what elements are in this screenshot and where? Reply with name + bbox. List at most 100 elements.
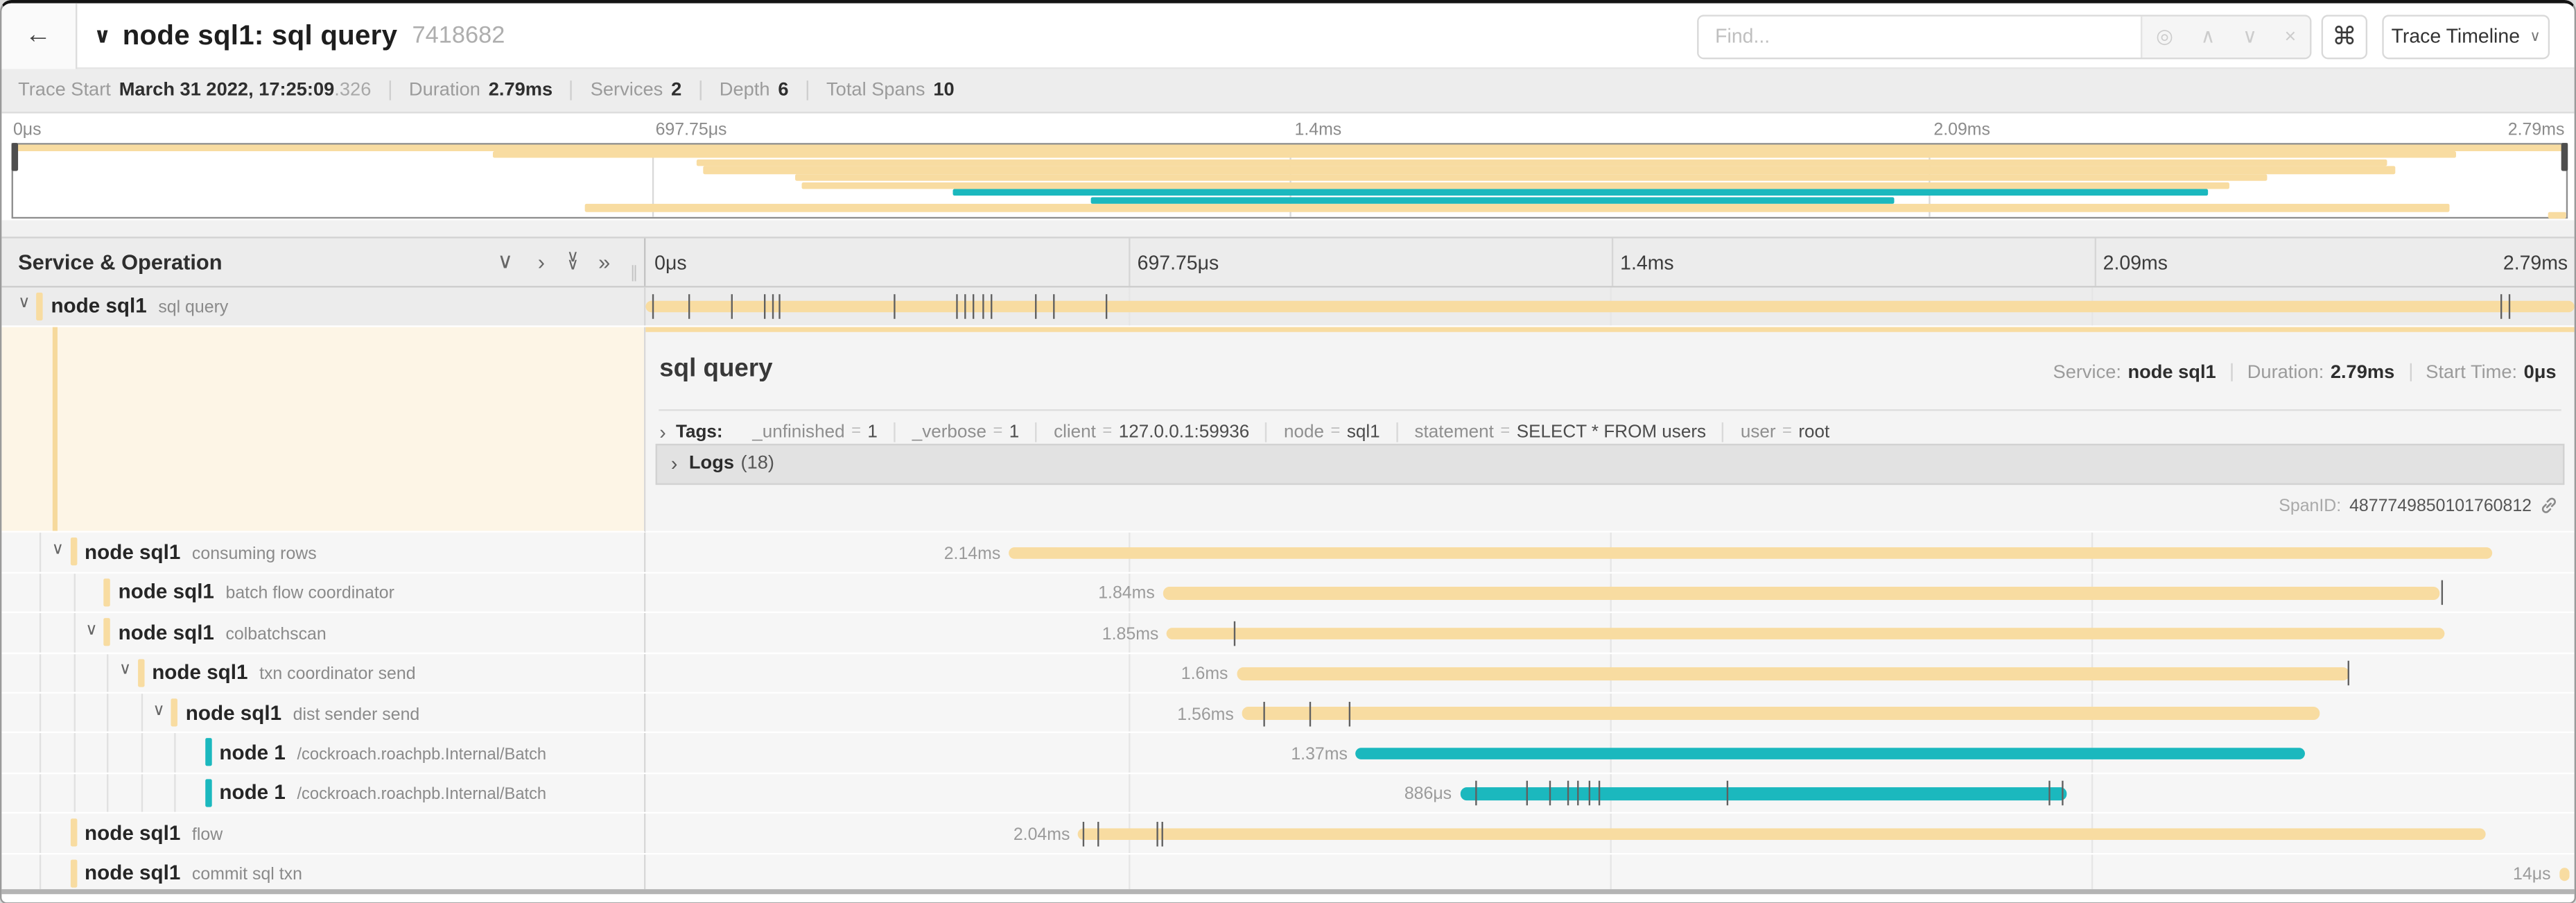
- view-selector-button[interactable]: Trace Timeline ∨: [2382, 14, 2550, 59]
- span-name-cell[interactable]: ∨ node sql1 dist sender send: [1, 694, 647, 732]
- span-row[interactable]: ∨ node sql1 consuming rows 2.14ms: [1, 533, 2575, 574]
- minimap-span-bar: [2548, 212, 2566, 219]
- tag-item: statement = SELECT * FROM users: [1398, 422, 1725, 442]
- span-log-marker: [2500, 294, 2503, 319]
- tree-collapse-icon[interactable]: ∨: [119, 661, 132, 680]
- span-bar-cell[interactable]: 1.56ms: [646, 694, 2575, 732]
- back-button[interactable]: ←: [1, 3, 77, 69]
- minimap-span-bar: [1090, 196, 1895, 204]
- timeline-ruler-label: 2.79ms: [2503, 251, 2568, 275]
- span-bar-cell[interactable]: 2.04ms: [646, 814, 2575, 853]
- operation-name: /cockroach.roachpb.Internal/Batch: [297, 786, 547, 805]
- indent-guide: [107, 773, 109, 813]
- minimap-right-scrubber[interactable]: [2561, 141, 2568, 171]
- span-bar[interactable]: [1167, 627, 2446, 640]
- column-resize-grip[interactable]: ∥: [629, 264, 638, 282]
- span-bar-cell[interactable]: 886μs: [646, 773, 2575, 813]
- span-name-cell[interactable]: node 1/cockroach.roachpb.Internal/Batch: [1, 773, 647, 813]
- span-bar[interactable]: [2559, 868, 2570, 881]
- copy-link-icon[interactable]: [2540, 497, 2558, 515]
- span-log-marker: [1097, 821, 1099, 846]
- span-name-cell[interactable]: node sql1 batch flow coordinator: [1, 573, 647, 612]
- prev-result-icon[interactable]: ∧: [2200, 24, 2216, 48]
- tag-value: 1: [1009, 422, 1020, 442]
- span-name-cell[interactable]: ∨ node sql1 colbatchscan: [1, 613, 647, 653]
- span-bar-cell[interactable]: [646, 286, 2575, 325]
- tag-value: SELECT * FROM users: [1516, 422, 1707, 442]
- span-row[interactable]: node sql1 commit sql txn 14μs: [1, 854, 2575, 889]
- find-group: ◎ ∧ ∨ ×: [1697, 14, 2312, 59]
- span-bar-cell[interactable]: 1.84ms: [646, 573, 2575, 612]
- meta-value: 2: [671, 80, 682, 101]
- span-bar[interactable]: [1009, 547, 2491, 560]
- span-bar-cell[interactable]: 14μs: [646, 854, 2575, 889]
- span-row[interactable]: ∨ node sql1 dist sender send 1.56ms: [1, 694, 2575, 734]
- trace-minimap[interactable]: [11, 141, 2568, 219]
- span-bar[interactable]: [1078, 827, 2486, 841]
- horizontal-scrollbar[interactable]: [1, 888, 2575, 895]
- expand-one-icon[interactable]: ›: [537, 249, 546, 275]
- service-color-bar: [137, 658, 144, 687]
- logs-row[interactable]: › Logs (18): [656, 443, 2565, 485]
- title-collapse-icon[interactable]: ∨: [94, 23, 112, 48]
- detail-divider: [659, 410, 2561, 412]
- minimap-span-row: [12, 144, 2566, 151]
- span-row[interactable]: node sql1 flow 2.04ms: [1, 814, 2575, 854]
- span-row[interactable]: node sql1 batch flow coordinator 1.84ms: [1, 573, 2575, 614]
- keyboard-shortcuts-button[interactable]: ⌘: [2321, 14, 2368, 59]
- span-bar[interactable]: [1459, 787, 2068, 800]
- tags-row[interactable]: › Tags: _unfinished = 1 _verbose = 1 client = 127.…: [659, 420, 1846, 443]
- span-bar[interactable]: [1355, 747, 2305, 760]
- span-row[interactable]: node 1/cockroach.roachpb.Internal/Batch 1…: [1, 734, 2575, 774]
- next-result-icon[interactable]: ∨: [2243, 24, 2257, 48]
- service-color-bar: [103, 618, 110, 647]
- span-row[interactable]: node 1/cockroach.roachpb.Internal/Batch 8…: [1, 773, 2575, 814]
- span-bar-cell[interactable]: 1.85ms: [646, 613, 2575, 653]
- service-name: node sql1 flow: [85, 821, 223, 845]
- collapse-all-icon[interactable]: ∨ ∨: [566, 248, 579, 275]
- span-log-marker: [1309, 700, 1312, 726]
- timeline-ruler-label: 697.75μs: [1137, 251, 1219, 275]
- span-row[interactable]: ∨ node sql1 sql query: [1, 286, 2575, 327]
- span-row[interactable]: ∨ node sql1 colbatchscan 1.85ms: [1, 613, 2575, 654]
- span-bar[interactable]: [646, 300, 2575, 313]
- trace-title-group[interactable]: ∨ node sql1: sql query 7418682: [94, 3, 505, 69]
- back-arrow-icon: ←: [25, 21, 52, 50]
- meta-label: Services: [590, 80, 663, 101]
- tree-collapse-icon[interactable]: ∨: [85, 621, 98, 639]
- match-highlight-icon[interactable]: ◎: [2156, 24, 2174, 48]
- find-input[interactable]: [1698, 15, 2141, 57]
- indent-guide: [140, 734, 142, 773]
- span-name-cell[interactable]: node 1/cockroach.roachpb.Internal/Batch: [1, 734, 647, 773]
- span-bar-cell[interactable]: 2.14ms: [646, 533, 2575, 572]
- tree-collapse-icon[interactable]: ∨: [51, 540, 64, 559]
- tree-collapse-icon[interactable]: ∨: [18, 294, 31, 313]
- indent-guide: [107, 653, 109, 692]
- span-bar[interactable]: [1242, 707, 2320, 721]
- span-name-cell[interactable]: ∨ node sql1 consuming rows: [1, 533, 647, 572]
- span-bar[interactable]: [1236, 667, 2349, 680]
- span-name-cell[interactable]: node sql1 commit sql txn: [1, 854, 647, 889]
- minimap-gap: [1, 219, 2575, 237]
- tree-collapse-icon[interactable]: ∨: [153, 700, 165, 719]
- tag-equals: =: [851, 422, 861, 442]
- span-name-cell[interactable]: node sql1 flow: [1, 814, 647, 853]
- span-row[interactable]: ∨ node sql1 txn coordinator send 1.6ms: [1, 653, 2575, 694]
- clear-search-icon[interactable]: ×: [2284, 24, 2297, 48]
- trace-meta-bar: Trace Start March 31 2022, 17:25:09.326 Du…: [1, 69, 2575, 114]
- ruler-tick-label: 697.75μs: [655, 119, 727, 139]
- span-bar-cell[interactable]: 1.37ms: [646, 734, 2575, 773]
- collapse-one-icon[interactable]: ∨: [497, 248, 514, 273]
- minimap-left-scrubber[interactable]: [11, 141, 18, 171]
- meta-label: Duration: [408, 80, 480, 101]
- tag-equals: =: [1500, 422, 1511, 442]
- detail-row-accent: [646, 327, 2575, 332]
- span-bar[interactable]: [1163, 587, 2439, 600]
- span-name-cell[interactable]: ∨ node sql1 sql query: [1, 286, 647, 325]
- operation-name: /cockroach.roachpb.Internal/Batch: [297, 746, 547, 764]
- span-bar-cell[interactable]: 1.6ms: [646, 653, 2575, 692]
- indent-guide: [140, 773, 142, 813]
- span-name-cell[interactable]: ∨ node sql1 txn coordinator send: [1, 653, 647, 692]
- expand-all-icon[interactable]: »: [598, 249, 611, 275]
